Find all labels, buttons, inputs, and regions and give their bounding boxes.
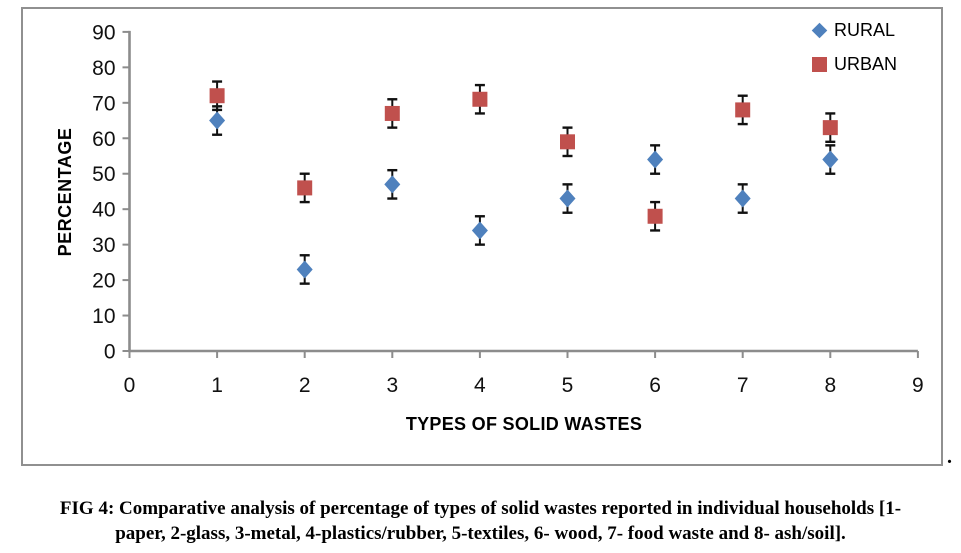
rural-point (647, 150, 664, 169)
y-axis-title: PERCENTAGE (55, 127, 75, 257)
y-tick-label: 50 (92, 163, 115, 186)
urban-point (822, 120, 838, 136)
rural-point (559, 189, 576, 208)
x-tick-label: 7 (737, 374, 749, 397)
figure-caption: FIG 4: Comparative analysis of percentag… (0, 496, 961, 546)
caption-line-1: FIG 4: Comparative analysis of percentag… (59, 498, 902, 519)
legend-item-rural: RURAL (811, 20, 897, 41)
y-tick-label: 0 (104, 341, 116, 364)
urban-point (209, 88, 225, 104)
y-tick-label: 60 (92, 128, 115, 151)
y-tick-label: 70 (92, 92, 115, 115)
x-tick-label: 4 (474, 374, 486, 397)
y-tick-label: 10 (92, 305, 115, 328)
x-axis-title: TYPES OF SOLID WASTES (405, 414, 643, 434)
urban-point (384, 105, 400, 121)
urban-point (297, 180, 313, 196)
y-tick-label: 30 (92, 234, 115, 257)
rural-point (209, 111, 226, 130)
x-tick-label: 1 (211, 374, 223, 397)
urban-point (647, 208, 663, 224)
x-tick-label: 6 (649, 374, 661, 397)
caption-line-2: paper, 2-glass, 3-metal, 4-plastics/rubb… (115, 523, 846, 544)
x-tick-label: 0 (124, 374, 136, 397)
x-tick-label: 5 (562, 374, 574, 397)
urban-point (560, 134, 575, 150)
rural-point (296, 260, 313, 279)
rural-point (471, 221, 488, 240)
urban-point (735, 102, 751, 118)
x-tick-label: 9 (912, 374, 924, 397)
urban-point (472, 91, 488, 107)
y-tick-label: 40 (92, 199, 115, 222)
x-tick-label: 2 (299, 374, 311, 397)
y-tick-label: 90 (92, 21, 115, 44)
rural-point (822, 150, 839, 169)
scatter-chart: 0 10 20 30 40 50 60 70 80 90 0 1 2 3 4 5 6 7 8 9 (92, 21, 924, 397)
rural-diamond-icon (811, 22, 828, 39)
y-tick-label: 80 (92, 57, 115, 80)
legend: RURAL URBAN (811, 20, 897, 75)
x-tick-label: 3 (386, 374, 398, 397)
trailing-period: . (947, 446, 952, 468)
rural-point (384, 175, 401, 194)
x-tick-label: 8 (824, 374, 836, 397)
legend-label-rural: RURAL (834, 20, 896, 40)
legend-label-urban: URBAN (834, 54, 898, 74)
rural-point (734, 189, 751, 208)
urban-square-icon (812, 57, 827, 72)
legend-item-urban: URBAN (812, 54, 897, 75)
y-tick-label: 20 (92, 270, 115, 293)
